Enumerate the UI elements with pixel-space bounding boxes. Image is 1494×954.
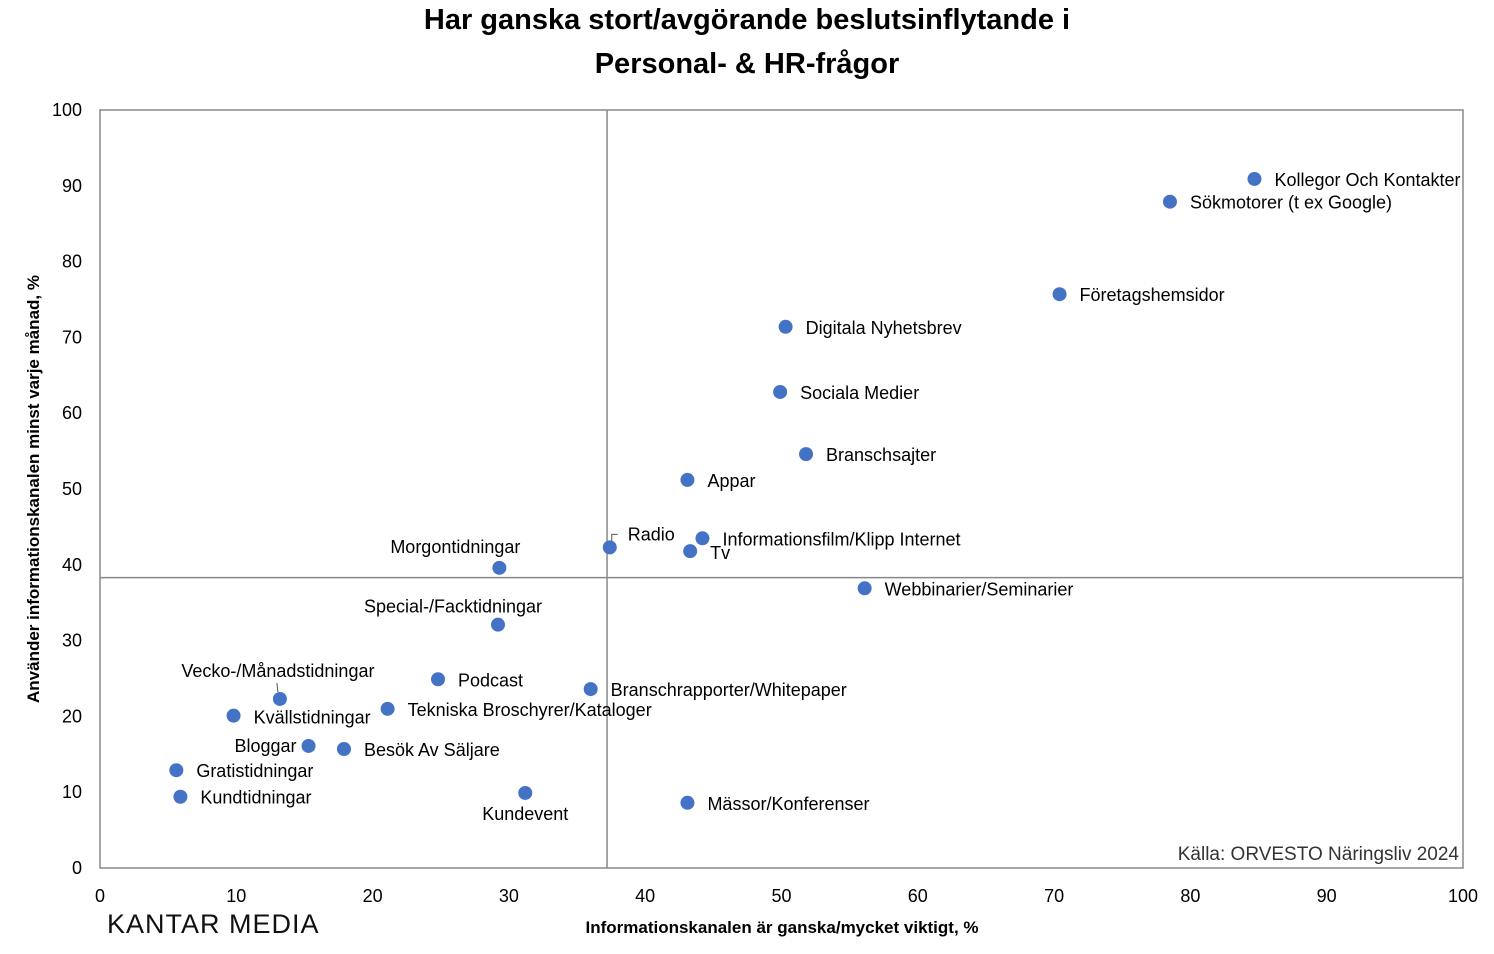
- point-label: Besök Av Säljare: [364, 740, 500, 760]
- x-tick-label: 70: [1044, 886, 1064, 906]
- point-label: Kvällstidningar: [254, 708, 371, 728]
- data-point: [799, 447, 814, 462]
- data-point: [492, 560, 507, 575]
- x-axis-label: Informationskanalen är ganska/mycket vik…: [585, 918, 978, 937]
- data-point: [169, 763, 184, 778]
- point-label: Företagshemsidor: [1080, 285, 1225, 305]
- x-tick-label: 80: [1180, 886, 1200, 906]
- point-label: Tekniska Broschyrer/Kataloger: [408, 700, 652, 720]
- plot-area: [99, 109, 1464, 869]
- data-point: [490, 617, 505, 632]
- data-point: [518, 785, 533, 800]
- data-point: [226, 708, 241, 723]
- data-point: [301, 738, 316, 753]
- data-point: [336, 741, 351, 756]
- point-labels: Kollegor Och Kontakter Sökmotorer (t ex G…: [181, 170, 1460, 824]
- data-point: [1162, 194, 1177, 209]
- y-tick-label: 100: [52, 100, 82, 120]
- data-point: [173, 789, 188, 804]
- point-label: Webbinarier/Seminarier: [885, 579, 1074, 599]
- point-label: Podcast: [458, 670, 523, 690]
- x-tick-label: 60: [908, 886, 928, 906]
- data-point: [1052, 287, 1067, 302]
- leader-lines: [276, 533, 618, 693]
- x-tick-label: 0: [95, 886, 105, 906]
- y-tick-label: 70: [62, 327, 82, 347]
- point-label: Sociala Medier: [800, 383, 919, 403]
- y-tick-label: 0: [72, 858, 82, 878]
- y-tick-label: 90: [62, 176, 82, 196]
- y-tick-label: 20: [62, 706, 82, 726]
- point-label: Kundtidningar: [200, 788, 311, 808]
- data-point: [602, 540, 617, 555]
- y-tick-label: 30: [62, 631, 82, 651]
- point-label: Informationsfilm/Klipp Internet: [722, 529, 960, 549]
- point-label: Kollegor Och Kontakter: [1274, 170, 1460, 190]
- x-tick-label: 50: [771, 886, 791, 906]
- point-label: Radio: [628, 524, 675, 544]
- x-tick-label: 20: [363, 886, 383, 906]
- data-point: [683, 544, 698, 559]
- data-point: [680, 795, 695, 810]
- y-tick-label: 10: [62, 782, 82, 802]
- data-point: [857, 581, 872, 596]
- point-label: Branschsajter: [826, 445, 936, 465]
- y-tick-labels: 0 10 20 30 40 50 60 70 80 90 100: [52, 100, 82, 878]
- x-tick-label: 10: [226, 886, 246, 906]
- x-tick-label: 30: [499, 886, 519, 906]
- y-tick-label: 40: [62, 555, 82, 575]
- data-point: [272, 691, 287, 706]
- y-axis-label: Använder informationskanalen minst varje…: [24, 275, 43, 703]
- data-point: [680, 472, 695, 487]
- x-tick-labels: 0 10 20 30 40 50 60 70 80 90 100: [95, 886, 1478, 906]
- point-label: Branschrapporter/Whitepaper: [611, 680, 847, 700]
- chart-title-line-1: Har ganska stort/avgörande beslutsinflyt…: [424, 4, 1070, 36]
- point-label: Vecko-/Månadstidningar: [181, 661, 374, 681]
- y-tick-label: 60: [62, 403, 82, 423]
- point-label: Appar: [707, 471, 755, 491]
- point-label: Morgontidningar: [390, 537, 520, 557]
- data-point: [583, 682, 598, 697]
- x-tick-label: 100: [1448, 886, 1478, 906]
- data-point: [778, 319, 793, 334]
- data-point: [380, 701, 395, 716]
- point-label: Bloggar: [234, 736, 296, 756]
- x-tick-label: 90: [1317, 886, 1337, 906]
- y-tick-label: 80: [62, 252, 82, 272]
- data-point: [431, 672, 446, 687]
- data-point: [695, 531, 710, 546]
- data-points: [169, 171, 1262, 810]
- radio-leader-line: [611, 533, 618, 542]
- point-label: Special-/Facktidningar: [364, 597, 542, 617]
- data-point: [773, 384, 788, 399]
- x-tick-label: 40: [635, 886, 655, 906]
- y-tick-label: 50: [62, 479, 82, 499]
- point-label: Sökmotorer (t ex Google): [1190, 193, 1392, 213]
- vecko-leader-line: [276, 682, 279, 693]
- source-note: Källa: ORVESTO Näringsliv 2024: [1178, 844, 1460, 865]
- point-label: Mässor/Konferenser: [707, 794, 869, 814]
- point-label: Digitala Nyhetsbrev: [806, 318, 962, 338]
- point-label: Kundevent: [482, 804, 568, 824]
- data-point: [1247, 171, 1262, 186]
- chart-title-line-2: Personal- & HR-frågor: [595, 48, 900, 80]
- point-label: Gratistidningar: [196, 761, 313, 781]
- point-label: Tv: [710, 543, 730, 563]
- kantar-media-logo: KANTAR MEDIA: [107, 909, 320, 939]
